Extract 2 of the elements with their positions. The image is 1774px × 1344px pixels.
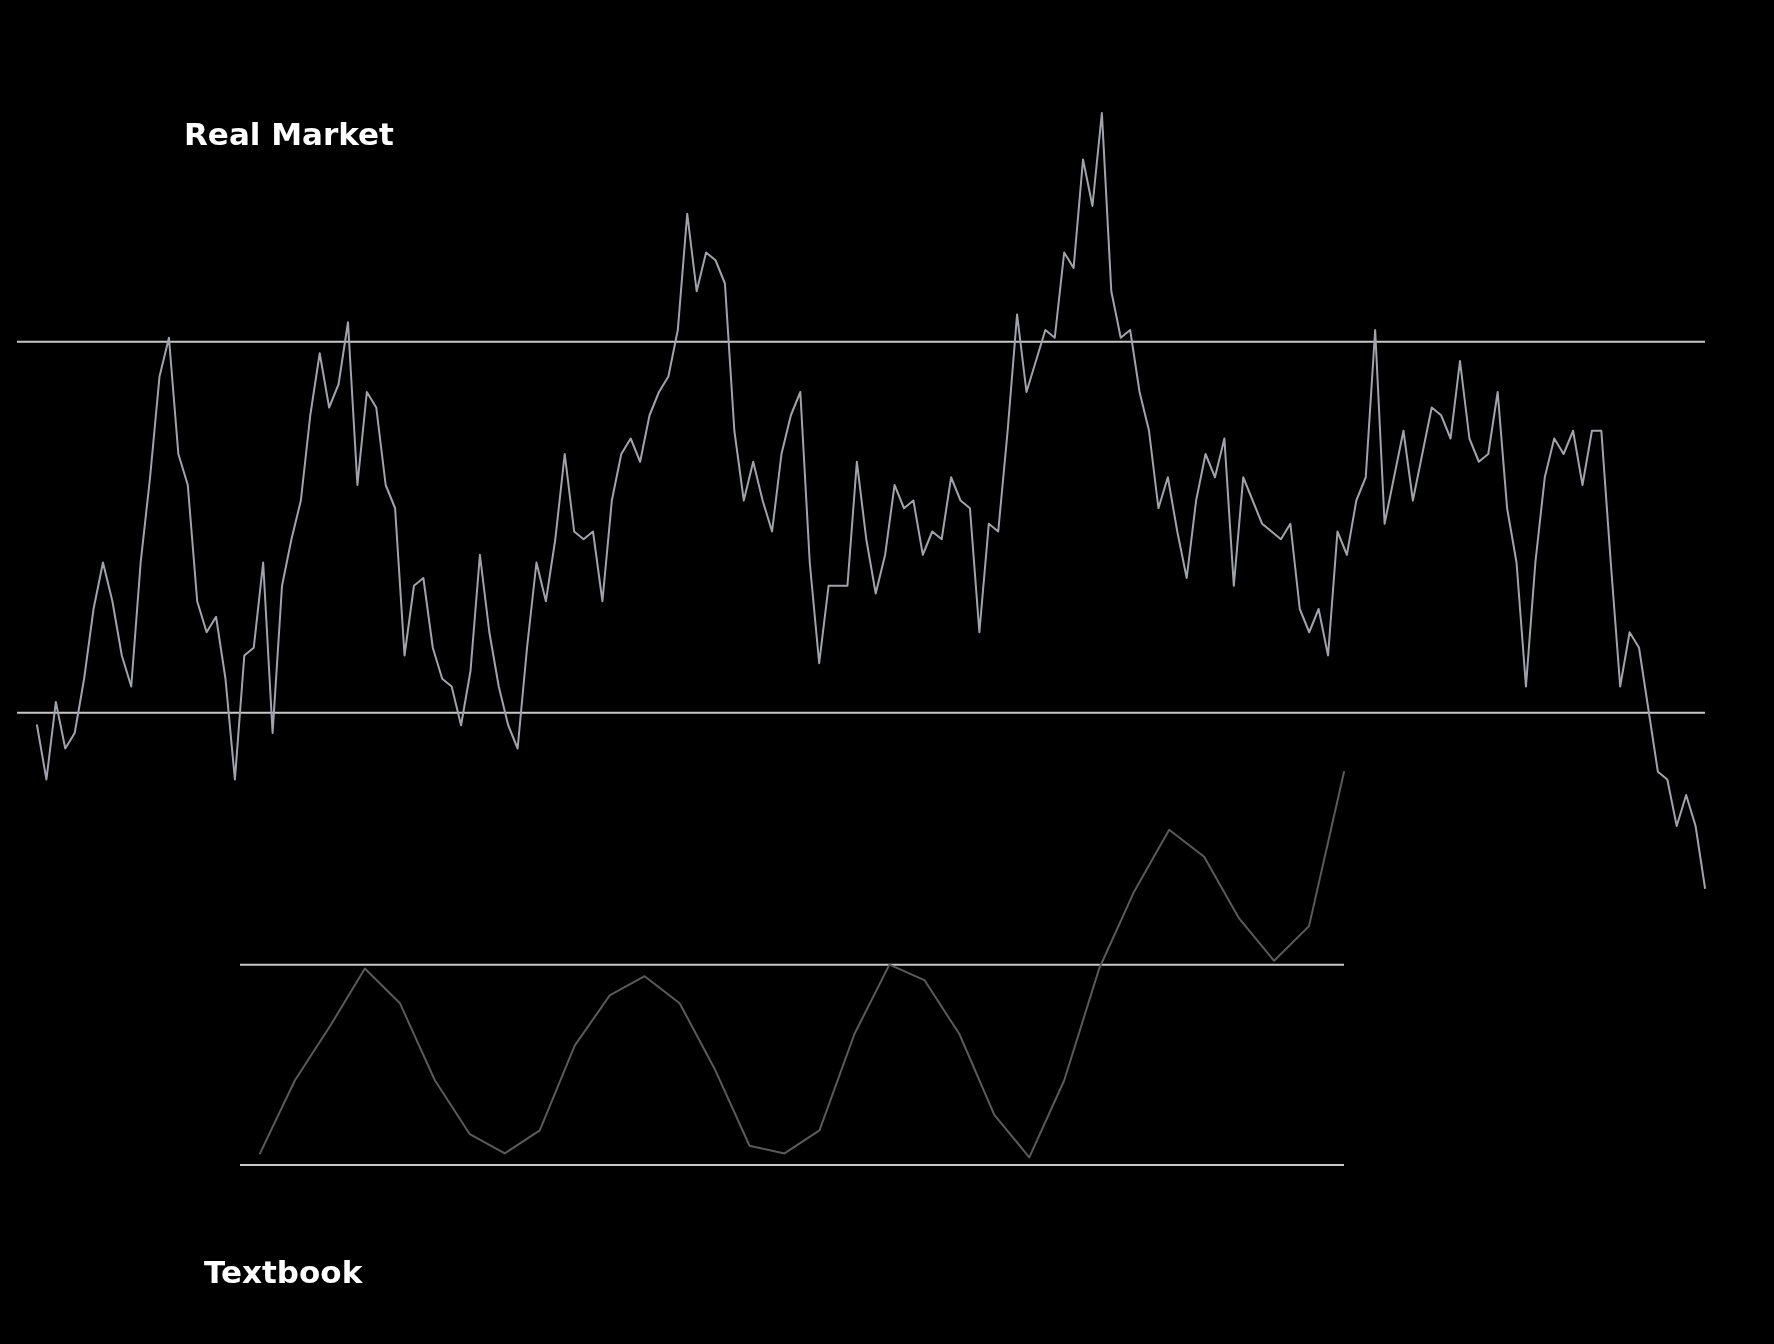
- chart-title: Real Market: [184, 116, 395, 152]
- text: Textbook: [204, 1254, 364, 1290]
